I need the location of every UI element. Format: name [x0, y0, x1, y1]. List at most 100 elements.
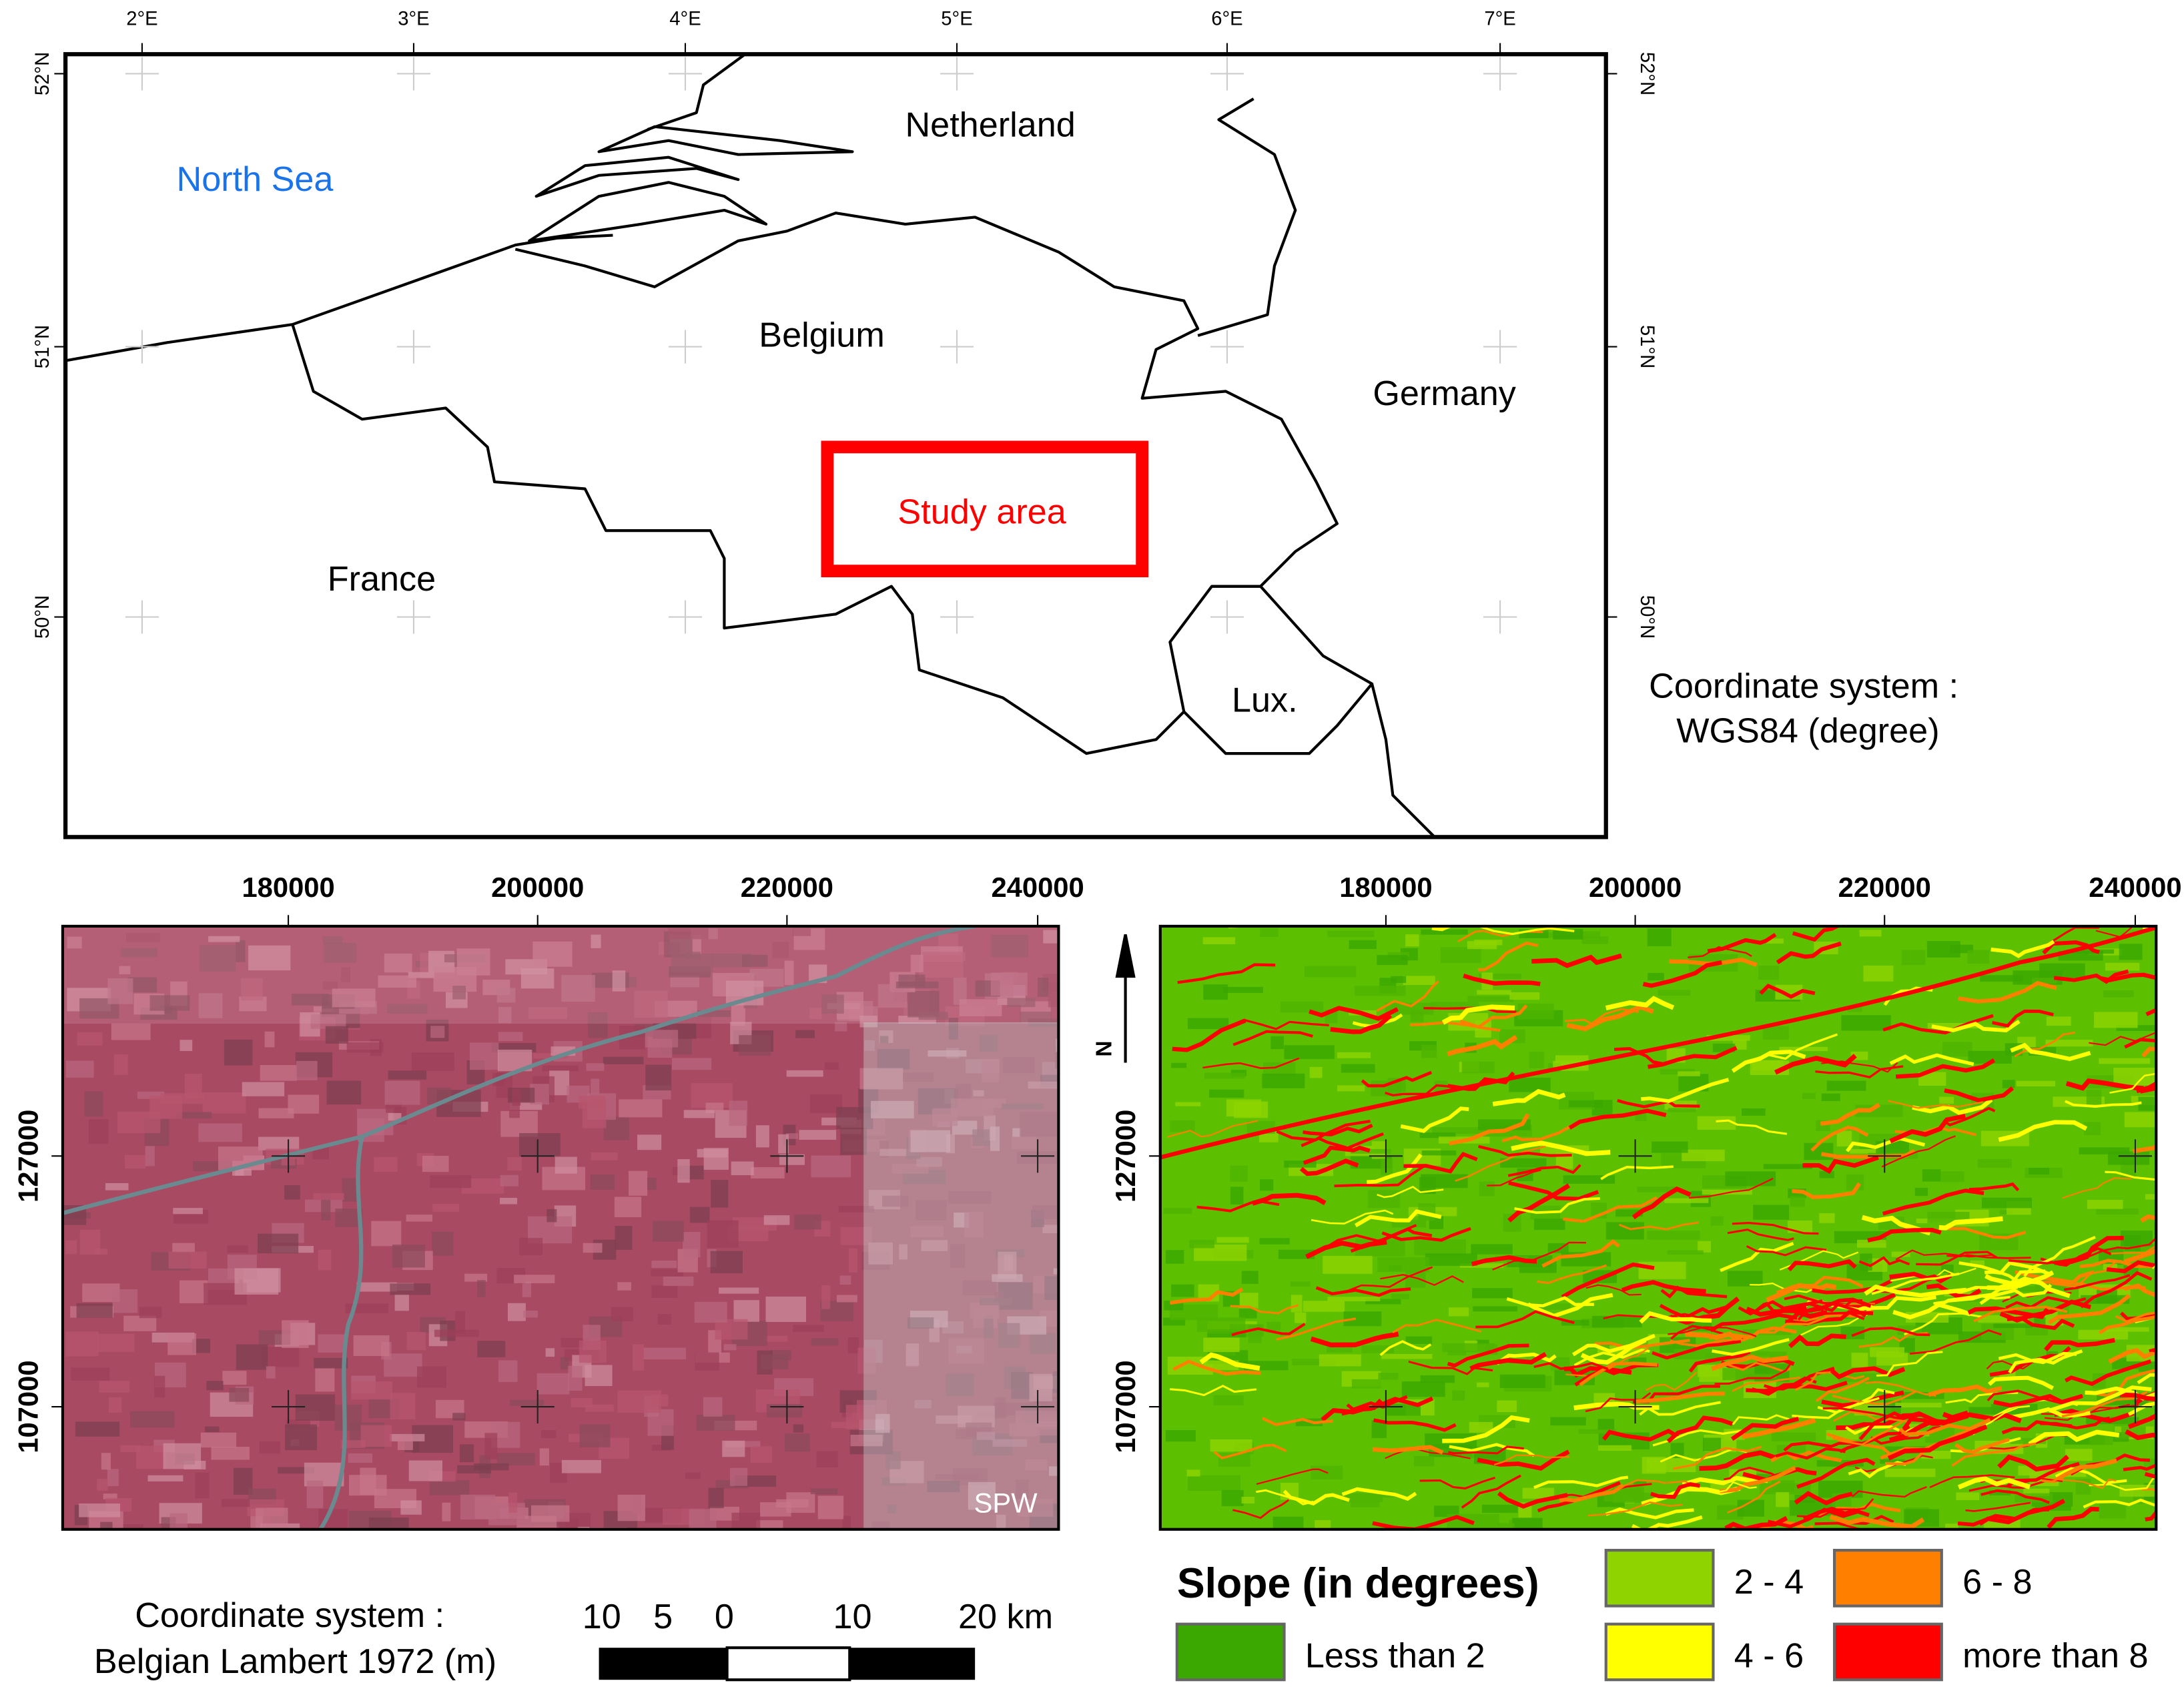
- texture: [1448, 1445, 1524, 1455]
- texture: [976, 1431, 996, 1440]
- texture: [195, 1472, 210, 1499]
- texture: [1448, 1307, 1469, 1317]
- texture: [1848, 1005, 1862, 1012]
- texture: [1012, 1136, 1037, 1149]
- scale-label: 5: [653, 1598, 673, 1636]
- legend-label: Less than 2: [1305, 1636, 1485, 1675]
- texture: [2101, 972, 2157, 982]
- texture: [224, 1039, 253, 1066]
- texture: [202, 1092, 246, 1114]
- texture: [1682, 1475, 1768, 1487]
- texture: [1493, 1454, 1570, 1465]
- texture: [1459, 1263, 1504, 1268]
- texture: [1280, 1001, 1324, 1013]
- study-area-label: Study area: [897, 493, 1066, 532]
- texture: [859, 1068, 903, 1090]
- texture: [346, 1042, 384, 1053]
- texture: [1487, 1169, 1541, 1186]
- texture: [1230, 1165, 1248, 1182]
- texture: [984, 1314, 994, 1339]
- texture: [935, 1473, 979, 1480]
- north-label: N: [1092, 1041, 1117, 1057]
- texture: [1884, 1468, 1936, 1477]
- texture: [547, 1209, 557, 1223]
- texture: [392, 1245, 425, 1268]
- texture: [670, 975, 699, 988]
- texture: [857, 1347, 876, 1374]
- texture: [242, 1082, 285, 1096]
- country-label: Lux.: [1232, 681, 1298, 719]
- texture: [1501, 1123, 1574, 1142]
- texture: [1845, 1136, 1926, 1152]
- texture: [663, 1276, 694, 1287]
- texture: [982, 1060, 1000, 1082]
- texture: [417, 1366, 446, 1388]
- texture: [1711, 1354, 1788, 1371]
- texture: [1688, 1350, 1751, 1373]
- texture: [1594, 1339, 1690, 1350]
- texture: [1509, 1077, 1551, 1092]
- texture: [1667, 1250, 1704, 1255]
- texture: [836, 1106, 873, 1130]
- texture: [1028, 1081, 1059, 1089]
- texture: [1165, 1430, 1196, 1442]
- texture: [406, 1215, 433, 1222]
- texture: [1977, 1158, 2012, 1168]
- texture: [1497, 1491, 1568, 1509]
- texture: [910, 1130, 951, 1152]
- texture: [387, 1004, 428, 1014]
- texture: [519, 1133, 561, 1156]
- texture: [1581, 936, 1609, 944]
- texture: [1832, 1390, 1917, 1405]
- texture: [285, 1424, 317, 1451]
- x-tick-label: 220000: [1838, 872, 1931, 903]
- texture: [532, 941, 573, 967]
- texture: [651, 1260, 677, 1268]
- texture: [2098, 1315, 2157, 1335]
- texture: [149, 995, 190, 1011]
- texture: [2136, 1080, 2157, 1094]
- texture: [1645, 1371, 1698, 1391]
- texture: [1957, 1476, 2031, 1490]
- texture: [2080, 1271, 2153, 1309]
- texture: [1260, 928, 1279, 938]
- texture: [1810, 1125, 1869, 1152]
- texture: [461, 1178, 504, 1194]
- map-frame: [1158, 924, 2158, 1531]
- texture: [651, 1269, 683, 1277]
- texture: [946, 1373, 974, 1397]
- texture: [1380, 1274, 1464, 1286]
- texture: [1459, 1004, 1528, 1029]
- texture: [1605, 1507, 1694, 1519]
- texture: [1171, 1284, 1194, 1297]
- texture: [318, 1249, 332, 1271]
- texture: [1815, 1376, 1870, 1403]
- texture: [2016, 1080, 2056, 1087]
- texture: [1732, 1376, 1801, 1392]
- texture: [1372, 1515, 1475, 1530]
- texture: [992, 1439, 1028, 1447]
- texture: [1887, 1100, 1984, 1109]
- texture: [1724, 1515, 1788, 1530]
- texture: [1702, 1528, 1720, 1530]
- texture: [1266, 1321, 1281, 1331]
- legend-label: 2 - 4: [1734, 1563, 1804, 1602]
- texture: [266, 1366, 276, 1379]
- texture: [477, 1341, 506, 1357]
- texture: [683, 1110, 715, 1118]
- texture: [1213, 1443, 1287, 1460]
- texture: [1986, 1358, 2039, 1370]
- texture: [918, 1012, 948, 1020]
- texture: [211, 1446, 250, 1460]
- texture: [1463, 973, 1541, 986]
- texture: [1673, 1445, 1762, 1470]
- texture: [1889, 1114, 1966, 1144]
- texture: [1958, 1261, 2037, 1285]
- texture: [703, 1148, 729, 1170]
- texture: [1776, 1275, 1864, 1295]
- texture: [200, 1432, 237, 1448]
- texture: [885, 1451, 901, 1469]
- texture: [1858, 1256, 1910, 1267]
- texture: [2039, 1529, 2090, 1530]
- legend-swatch: [1604, 1622, 1715, 1682]
